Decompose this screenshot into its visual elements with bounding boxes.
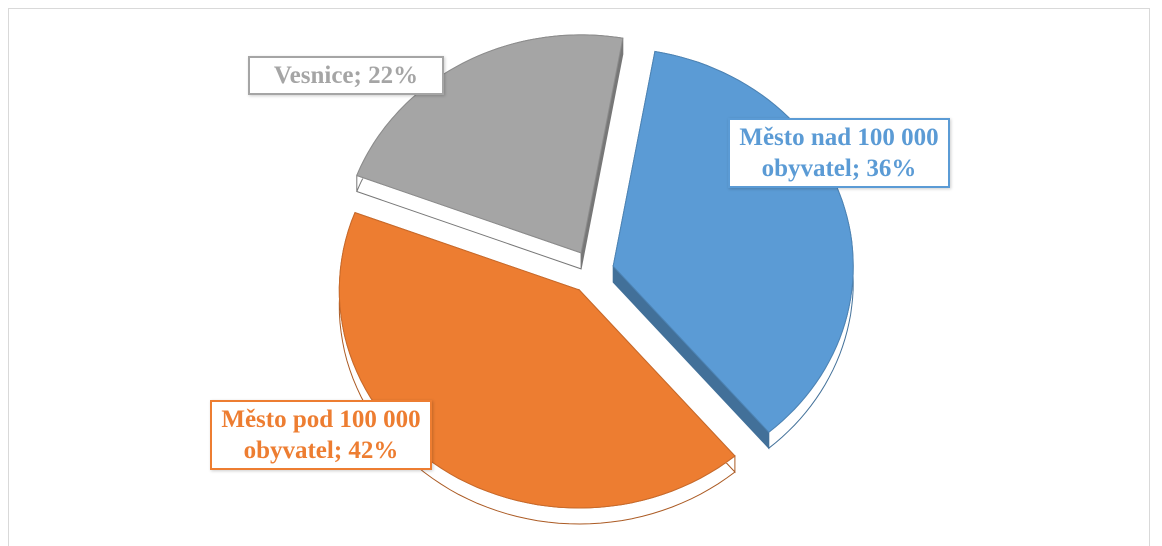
category-label: Město nad 100 000 obyvatel (739, 124, 939, 182)
value-label: 42% (348, 437, 399, 464)
data-label: Vesnice; 22% (248, 56, 444, 95)
data-label: Město nad 100 000 obyvatel; 36% (728, 118, 950, 188)
data-label: Město pod 100 000 obyvatel; 42% (210, 400, 432, 470)
chart-frame (8, 8, 1150, 546)
value-label: 22% (368, 62, 419, 89)
slice (338, 211, 736, 509)
category-label: Vesnice (273, 62, 354, 89)
value-label: 36% (866, 155, 917, 182)
category-label: Město pod 100 000 obyvatel (221, 406, 421, 464)
